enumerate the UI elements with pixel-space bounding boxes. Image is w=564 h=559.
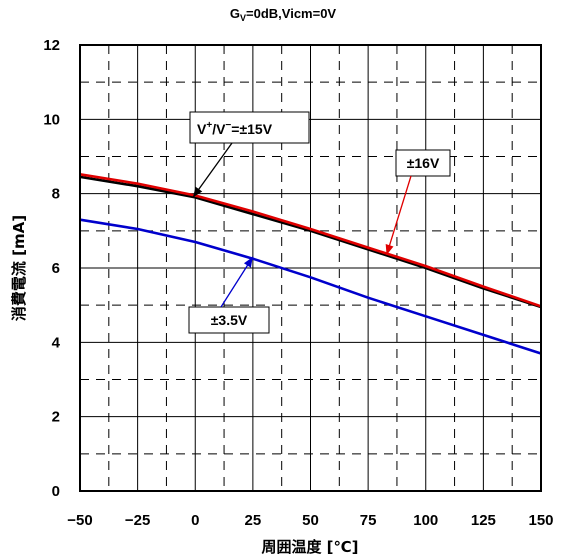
series-line-s16 <box>79 173 542 308</box>
y-tick-label: 8 <box>52 186 60 203</box>
annotation-15v-arrow <box>192 142 233 198</box>
y-tick-label: 4 <box>52 334 61 351</box>
y-axis-ticks: 0 2 4 6 8 10 12 <box>43 37 60 500</box>
annotation-3-5v: ±3.5V <box>188 256 270 334</box>
y-tick-label: 2 <box>52 409 60 426</box>
chart-title-rest: =0dB,Vicm=0V <box>246 6 336 21</box>
chart-title-sub: V <box>240 13 246 23</box>
x-tick-label: −25 <box>125 512 150 529</box>
arrow-a15-head <box>192 186 203 198</box>
chart-title: GV=0dB,Vicm=0V <box>230 6 337 23</box>
annotation-15v: V+/V−=±15V <box>189 111 310 198</box>
series-layer <box>79 173 542 355</box>
y-tick-label: 6 <box>52 260 60 277</box>
major-grid <box>80 45 541 491</box>
y-tick-label: 12 <box>43 37 60 54</box>
arrow-a16-head <box>385 244 394 255</box>
x-tick-label: 150 <box>528 512 553 529</box>
annotation-16v-arrow <box>385 175 412 256</box>
annotations: V+/V−=±15V ±16V ±3.5V <box>188 111 451 334</box>
chart-title-main: G <box>230 6 240 21</box>
x-tick-label: 100 <box>413 512 438 529</box>
x-axis-ticks: −50 −25 0 25 50 75 100 125 150 <box>67 512 553 529</box>
annotation-3-5v-box <box>188 306 270 334</box>
y-tick-label: 10 <box>43 111 60 128</box>
x-tick-label: 50 <box>302 512 319 529</box>
annotation-16v-label: ±16V <box>407 155 440 171</box>
x-axis-title: 周囲温度 [℃] <box>261 538 358 556</box>
arrow-a35-head <box>243 256 253 268</box>
x-tick-label: 0 <box>191 512 199 529</box>
series-line-s35 <box>79 218 542 355</box>
y-tick-label: 0 <box>52 483 60 500</box>
annotation-3-5v-label: ±3.5V <box>211 312 248 328</box>
series-line-s15 <box>79 175 542 309</box>
x-tick-label: 75 <box>360 512 377 529</box>
annotation-16v-box <box>395 149 451 177</box>
x-tick-label: −50 <box>67 512 92 529</box>
plot-frame <box>79 44 542 492</box>
x-tick-label: 25 <box>245 512 262 529</box>
annotation-16v: ±16V <box>385 149 451 256</box>
y-axis-title: 消費電流 [mA] <box>10 215 28 321</box>
annotation-15v-box <box>189 111 310 144</box>
annotation-15v-label: V+/V−=±15V <box>197 120 273 137</box>
x-tick-label: 125 <box>471 512 496 529</box>
